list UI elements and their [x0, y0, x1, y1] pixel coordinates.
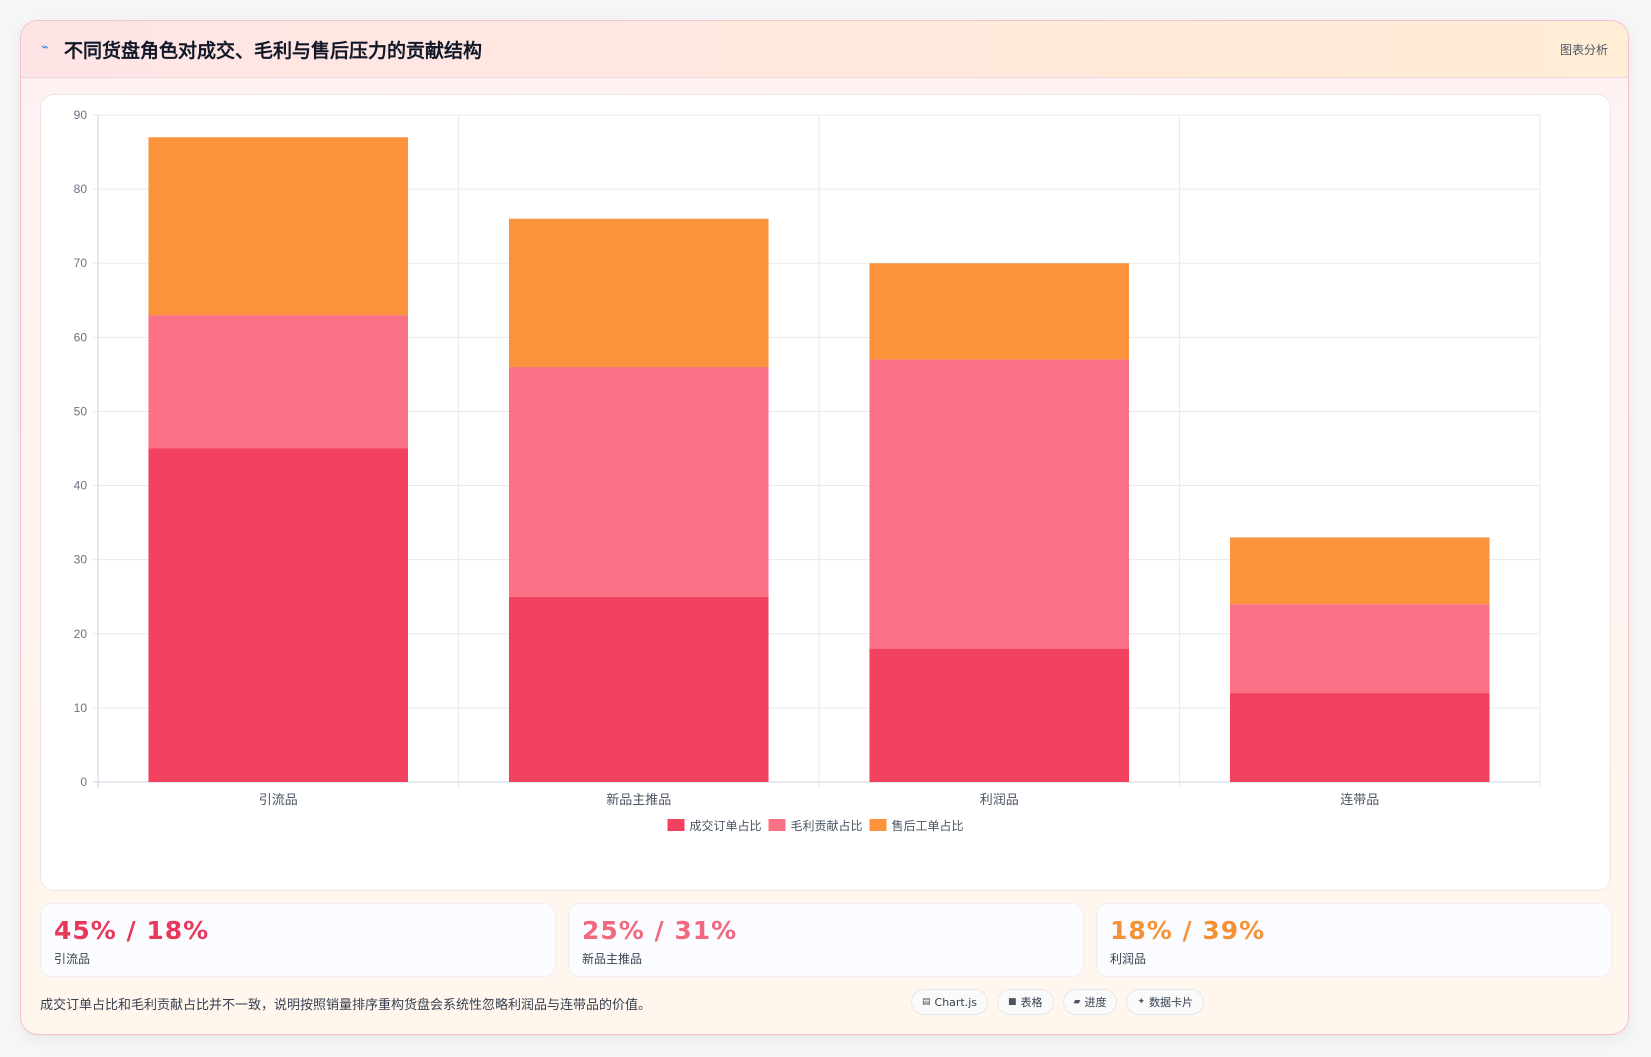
bar-segment [869, 263, 1130, 360]
stat-card-new-product: 25% / 31% 新品主推品 [568, 903, 1084, 977]
bar-segment [869, 359, 1130, 649]
stat-label: 新品主推品 [582, 952, 643, 966]
x-tick-label: 引流品 [259, 792, 298, 807]
sparkle-icon: ✦ [1137, 997, 1146, 1007]
bar-segment [508, 366, 769, 597]
progress-icon: ▰ [1073, 997, 1081, 1007]
y-tick-label: 30 [74, 553, 88, 567]
stat-card-profit: 18% / 39% 利润品 [1096, 903, 1612, 977]
legend-label: 毛利贡献占比 [791, 818, 863, 833]
tag-progress[interactable]: ▰ 进度 [1062, 989, 1118, 1015]
y-tick-label: 10 [74, 701, 88, 715]
bar-segment [148, 315, 409, 449]
stat-card-traffic: 45% / 18% 引流品 [40, 903, 556, 977]
legend-swatch [869, 819, 887, 831]
bar-segment [508, 218, 769, 367]
bar-segment [148, 448, 409, 782]
grid-icon: ■ [1008, 997, 1017, 1007]
y-tick-label: 90 [74, 108, 88, 122]
chart-analysis-badge[interactable]: 图表分析 [1559, 43, 1608, 57]
bar-segment [148, 137, 409, 316]
y-tick-label: 70 [74, 256, 88, 270]
legend-swatch [768, 819, 786, 831]
legend-swatch [667, 819, 685, 831]
bar-segment [1229, 537, 1490, 605]
x-tick-label: 利润品 [980, 792, 1019, 807]
tag-label: 数据卡片 [1149, 996, 1194, 1009]
table-icon: ▤ [922, 997, 931, 1007]
stat-label: 利润品 [1110, 952, 1147, 966]
bar-segment [508, 596, 769, 782]
tag-chartjs[interactable]: ▤ Chart.js [911, 989, 989, 1015]
x-tick-label: 新品主推品 [606, 792, 671, 807]
y-tick-label: 20 [74, 627, 88, 641]
legend-label: 成交订单占比 [690, 818, 762, 833]
tag-label: 进度 [1084, 996, 1107, 1009]
card-header: ⌁ 不同货盘角色对成交、毛利与售后压力的贡献结构 图表分析 [21, 21, 1628, 78]
chart-panel: 0 10 20 30 40 50 60 70 80 90 引流品 新品主推品 利润品 连带品成交订单占比 毛… [40, 94, 1611, 891]
legend-label: 售后工单占比 [892, 818, 964, 833]
tag-list: ▤ Chart.js ■ 表格 ▰ 进度 ✦ 数据卡片 [911, 989, 1205, 1015]
stat-label: 引流品 [54, 952, 91, 966]
chart-title: 不同货盘角色对成交、毛利与售后压力的贡献结构 [64, 40, 483, 62]
tag-data-card[interactable]: ✦ 数据卡片 [1126, 989, 1205, 1015]
x-tick-label: 连带品 [1340, 792, 1379, 807]
y-tick-label: 80 [74, 182, 88, 196]
stat-value: 18% / 39% [1110, 916, 1266, 945]
trend-icon: ⌁ [41, 40, 49, 55]
y-tick-label: 60 [74, 330, 88, 344]
y-tick-label: 50 [74, 404, 88, 418]
bar-segment [1229, 604, 1490, 694]
y-tick-label: 0 [80, 775, 87, 789]
chart-card: ⌁ 不同货盘角色对成交、毛利与售后压力的贡献结构 图表分析 0 10 20 30 40 5… [20, 20, 1629, 1035]
stat-value: 25% / 31% [582, 916, 738, 945]
footer-note: 成交订单占比和毛利贡献占比并不一致，说明按照销量排序重构货盘会系统性忽略利润品与… [40, 998, 652, 1013]
tag-label: Chart.js [934, 995, 978, 1009]
stat-value: 45% / 18% [54, 916, 210, 945]
bar-segment [869, 648, 1130, 782]
tag-label: 表格 [1020, 996, 1043, 1009]
bar-segment [1229, 693, 1490, 782]
y-tick-label: 40 [74, 479, 88, 493]
tag-table[interactable]: ■ 表格 [997, 989, 1054, 1015]
